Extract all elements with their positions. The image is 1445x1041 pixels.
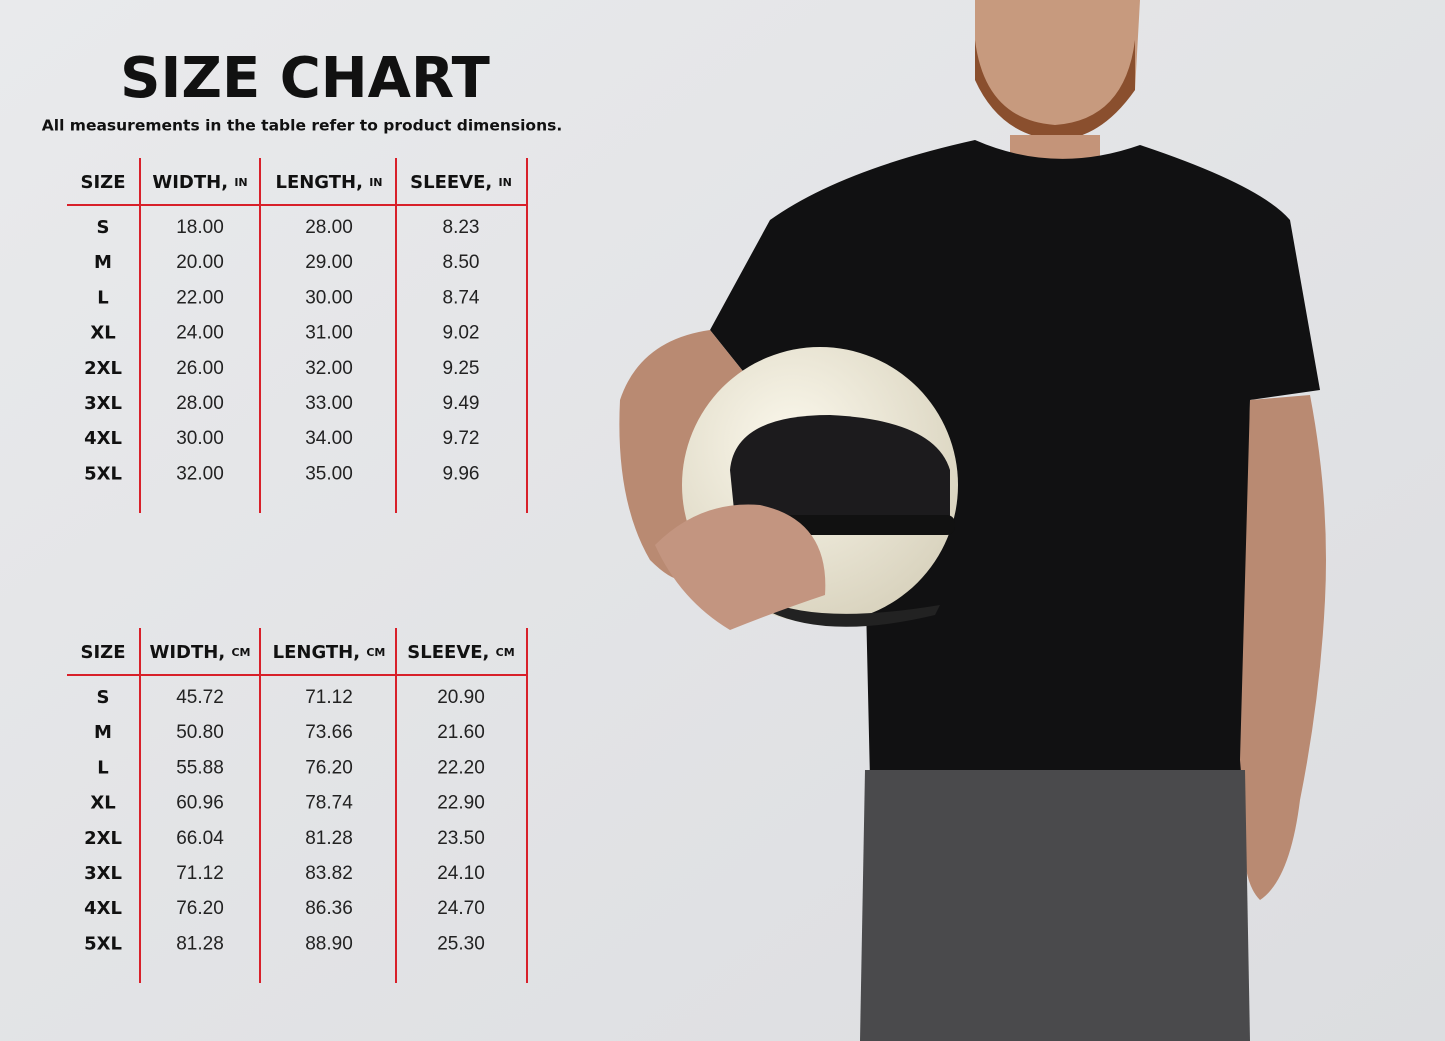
measurement: 33.00 [305, 393, 353, 414]
size-label: XL [90, 793, 115, 814]
size-label: S [97, 217, 110, 238]
measurement: 9.02 [443, 323, 480, 344]
measurement: 24.70 [437, 898, 485, 919]
measurement: 29.00 [305, 252, 353, 273]
measurement: 9.96 [443, 463, 480, 484]
column-header: SIZE [80, 642, 125, 663]
measurement: 76.20 [305, 757, 353, 778]
header-label: SLEEVE, [407, 642, 489, 663]
header-label: LENGTH, [275, 172, 362, 193]
model-photo [619, 0, 1326, 1041]
size-label: S [97, 687, 110, 708]
measurement: 31.00 [305, 323, 353, 344]
header-unit: IN [369, 176, 382, 189]
subtitle: All measurements in the table refer to p… [42, 117, 562, 135]
column-header: SLEEVE, CM [407, 642, 514, 663]
measurement: 18.00 [176, 217, 224, 238]
measurement: 32.00 [305, 358, 353, 379]
column-header: SIZE [80, 172, 125, 193]
size-label: 2XL [84, 828, 122, 849]
measurement: 20.00 [176, 252, 224, 273]
column-header: WIDTH, CM [150, 642, 251, 663]
header-unit: CM [496, 646, 515, 659]
measurement: 81.28 [176, 933, 224, 954]
title: SIZE CHART [120, 46, 490, 111]
header-label: WIDTH, [152, 172, 228, 193]
measurement: 73.66 [305, 722, 353, 743]
column-header: WIDTH, IN [152, 172, 247, 193]
size-label: 3XL [84, 863, 122, 884]
measurement: 30.00 [176, 428, 224, 449]
measurement: 55.88 [176, 757, 224, 778]
measurement: 25.30 [437, 933, 485, 954]
measurement: 71.12 [305, 687, 353, 708]
size-label: 2XL [84, 358, 122, 379]
measurement: 28.00 [176, 393, 224, 414]
size-label: XL [90, 323, 115, 344]
measurement: 22.20 [437, 757, 485, 778]
measurement: 8.50 [443, 252, 480, 273]
measurement: 22.00 [176, 287, 224, 308]
measurement: 50.80 [176, 722, 224, 743]
measurement: 45.72 [176, 687, 224, 708]
size-label: 4XL [84, 898, 122, 919]
header-unit: CM [366, 646, 385, 659]
measurement: 9.25 [443, 358, 480, 379]
measurement: 35.00 [305, 463, 353, 484]
header-unit: IN [234, 176, 247, 189]
measurement: 21.60 [437, 722, 485, 743]
measurement: 86.36 [305, 898, 353, 919]
measurement: 23.50 [437, 828, 485, 849]
size-label: M [94, 722, 112, 743]
column-header: LENGTH, CM [273, 642, 386, 663]
measurement: 9.72 [443, 428, 480, 449]
header-label: LENGTH, [273, 642, 360, 663]
measurement: 88.90 [305, 933, 353, 954]
header-unit: IN [499, 176, 512, 189]
measurement: 83.82 [305, 863, 353, 884]
measurement: 8.23 [443, 217, 480, 238]
measurement: 81.28 [305, 828, 353, 849]
measurement: 22.90 [437, 793, 485, 814]
size-label: 3XL [84, 393, 122, 414]
measurement: 66.04 [176, 828, 224, 849]
measurement: 28.00 [305, 217, 353, 238]
header-label: SIZE [80, 172, 125, 193]
size-label: M [94, 252, 112, 273]
size-label: 5XL [84, 463, 122, 484]
measurement: 26.00 [176, 358, 224, 379]
header-label: SLEEVE, [410, 172, 492, 193]
measurement: 78.74 [305, 793, 353, 814]
measurement: 60.96 [176, 793, 224, 814]
measurement: 20.90 [437, 687, 485, 708]
header-unit: CM [231, 646, 250, 659]
column-header: SLEEVE, IN [410, 172, 512, 193]
size-label: 5XL [84, 933, 122, 954]
column-header: LENGTH, IN [275, 172, 382, 193]
measurement: 30.00 [305, 287, 353, 308]
header-label: WIDTH, [150, 642, 226, 663]
header-label: SIZE [80, 642, 125, 663]
size-label: 4XL [84, 428, 122, 449]
measurement: 76.20 [176, 898, 224, 919]
measurement: 32.00 [176, 463, 224, 484]
measurement: 71.12 [176, 863, 224, 884]
measurement: 24.00 [176, 323, 224, 344]
measurement: 34.00 [305, 428, 353, 449]
measurement: 8.74 [443, 287, 480, 308]
size-label: L [97, 287, 108, 308]
measurement: 9.49 [443, 393, 480, 414]
measurement: 24.10 [437, 863, 485, 884]
size-label: L [97, 757, 108, 778]
